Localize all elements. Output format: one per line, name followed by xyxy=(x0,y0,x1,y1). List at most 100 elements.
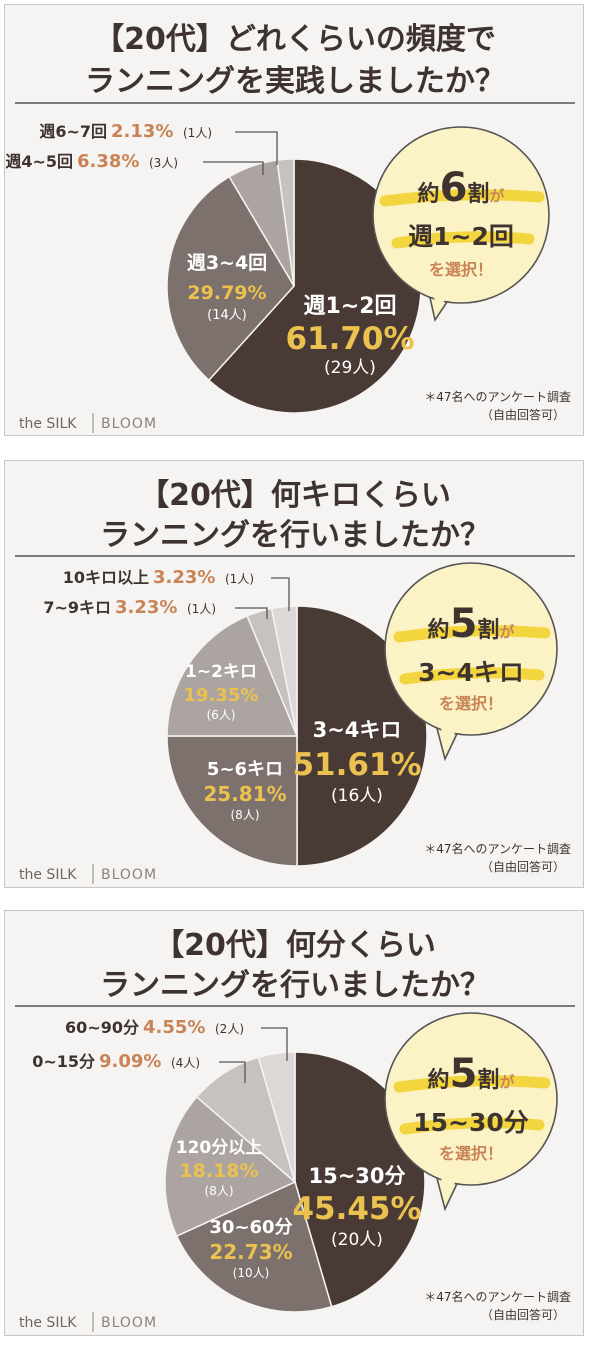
slice-percent: 18.18% xyxy=(179,1160,258,1182)
chart-svg: 【20代】どれくらいの頻度で ランニングを実践しましたか？ 週1~2回 61.7… xyxy=(5,22,575,433)
slice-label: 週3~4回 xyxy=(187,252,267,274)
slice-percent: 2.13% xyxy=(111,121,173,142)
callout-bubble: 約5割が 3~4キロ を選択！ xyxy=(384,562,558,762)
callout-word: 割 xyxy=(467,181,489,207)
slice-count: (1人) xyxy=(225,572,254,586)
slice-label: 1~2キロ xyxy=(185,662,257,682)
callout-bubble: 約6割が 週1~2回 を選択！ xyxy=(372,126,550,323)
pie-slice xyxy=(166,735,298,867)
callout-particle: が xyxy=(489,187,505,205)
callout-line1: 約5割が xyxy=(428,601,516,647)
callout-word: 約 xyxy=(418,181,440,207)
slice-percent: 6.38% xyxy=(77,151,139,172)
pie xyxy=(166,158,422,414)
slice-label: 10キロ以上 xyxy=(63,568,149,587)
callout-circle xyxy=(372,126,550,304)
pie-slice xyxy=(164,1095,297,1238)
slice-label: 週1~2回 xyxy=(303,294,396,319)
pie-slice xyxy=(166,614,299,737)
pie-slice xyxy=(166,175,295,382)
highlight-stroke xyxy=(393,625,551,643)
slice-percent: 4.55% xyxy=(143,1017,205,1038)
slice-percent: 29.79% xyxy=(187,282,266,304)
slice-count: (8人) xyxy=(231,808,260,822)
callout-tail-cover xyxy=(429,275,453,311)
leader-line xyxy=(219,1061,246,1083)
slice-percent: 19.35% xyxy=(184,685,259,706)
leader-line xyxy=(235,131,278,165)
slice-label: 15~30分 xyxy=(308,1164,405,1188)
callout-circle xyxy=(384,1012,558,1186)
callout-tail-cover xyxy=(437,1163,459,1201)
pie-slice xyxy=(175,1180,333,1313)
slice-percent: 3.23% xyxy=(153,567,215,588)
survey-note: ＊47名へのアンケート調査 xyxy=(424,1289,571,1304)
slice-percent: 22.73% xyxy=(209,1240,292,1264)
slice-count: (14人) xyxy=(207,308,247,323)
callout-particle: が xyxy=(499,1073,515,1091)
callout-line2: 週1~2回 xyxy=(408,222,514,251)
callout-line3: を選択！ xyxy=(439,694,503,713)
slice-count: (20人) xyxy=(331,1230,383,1250)
highlight-stroke xyxy=(399,667,545,685)
slice-count: (10人) xyxy=(233,1266,270,1280)
slice-count: (2人) xyxy=(215,1022,244,1036)
chart-title-line1: 【20代】何分くらい xyxy=(154,928,436,963)
callout-line2: 15~30分 xyxy=(413,1108,529,1137)
brand-left: the SILK xyxy=(19,1315,77,1331)
slice-percent: 51.61% xyxy=(292,747,421,783)
slice-count: (8人) xyxy=(205,1184,234,1198)
slice-percent: 3.23% xyxy=(115,597,177,618)
slice-percent: 25.81% xyxy=(203,782,286,806)
slice-count: (29人) xyxy=(324,358,376,378)
callout-particle: が xyxy=(499,623,515,641)
chart-panel-distance: 【20代】何キロくらい ランニングを行いましたか？ 3~4キロ 51.61% (… xyxy=(4,460,584,888)
pie-slice xyxy=(207,158,422,414)
brand-right: BLOOM xyxy=(101,867,157,883)
brand-right: BLOOM xyxy=(101,416,157,432)
callout-number: 5 xyxy=(450,1051,478,1097)
slice-label: 30~60分 xyxy=(209,1217,292,1238)
slice-label: 5~6キロ xyxy=(207,759,283,780)
chart-title-line2: ランニングを実践しましたか？ xyxy=(85,64,505,99)
slice-count: (16人) xyxy=(331,786,383,806)
callout-word: 約 xyxy=(428,617,450,643)
slice-label: 120分以上 xyxy=(176,1138,263,1158)
leader-line xyxy=(235,607,268,619)
survey-note: ＊47名へのアンケート調査 xyxy=(424,389,571,404)
chart-svg: 【20代】何キロくらい ランニングを行いましたか？ 3~4キロ 51.61% (… xyxy=(15,478,575,884)
chart-panel-duration: 【20代】何分くらい ランニングを行いましたか？ 15~30分 45.45% (… xyxy=(4,910,584,1336)
callout-line1: 約5割が xyxy=(428,1051,516,1097)
chart-title-line2: ランニングを行いましたか？ xyxy=(100,968,490,1003)
callout-word: 割 xyxy=(477,617,499,643)
slice-label: 0~15分 xyxy=(32,1052,95,1071)
callout-tail-cover xyxy=(437,713,459,751)
callout-circle xyxy=(384,562,558,736)
chart-title-line1: 【20代】どれくらいの頻度で xyxy=(94,22,496,57)
brand-left: the SILK xyxy=(19,416,77,432)
leader-line xyxy=(203,161,264,175)
leader-line xyxy=(271,577,290,611)
chart-title-line1: 【20代】何キロくらい xyxy=(139,478,451,513)
slice-count: (3人) xyxy=(149,156,178,170)
slice-label: 7~9キロ xyxy=(43,598,111,617)
callout-number: 6 xyxy=(440,165,468,211)
highlight-stroke xyxy=(391,231,535,249)
slice-percent: 45.45% xyxy=(292,1191,421,1227)
slice-label: 60~90分 xyxy=(65,1018,139,1037)
slice-percent: 9.09% xyxy=(99,1051,161,1072)
slice-label: 週4~5回 xyxy=(5,152,73,171)
pie-slice xyxy=(270,605,298,737)
brand-left: the SILK xyxy=(19,867,77,883)
highlight-stroke xyxy=(399,1117,545,1135)
slice-label: 週6~7回 xyxy=(39,122,107,141)
chart-svg: 【20代】何分くらい ランニングを行いましたか？ 15~30分 45.45% (… xyxy=(15,928,575,1332)
callout-word: 約 xyxy=(428,1067,450,1093)
slice-count: (1人) xyxy=(187,602,216,616)
callout-bubble: 約5割が 15~30分 を選択！ xyxy=(384,1012,558,1212)
leader-line xyxy=(261,1027,288,1061)
survey-note-sub: （自由回答可） xyxy=(481,1307,565,1322)
callout-line1: 約6割が xyxy=(418,165,506,211)
chart-title-line2: ランニングを行いましたか？ xyxy=(100,518,490,553)
survey-note-sub: （自由回答可） xyxy=(481,407,565,422)
